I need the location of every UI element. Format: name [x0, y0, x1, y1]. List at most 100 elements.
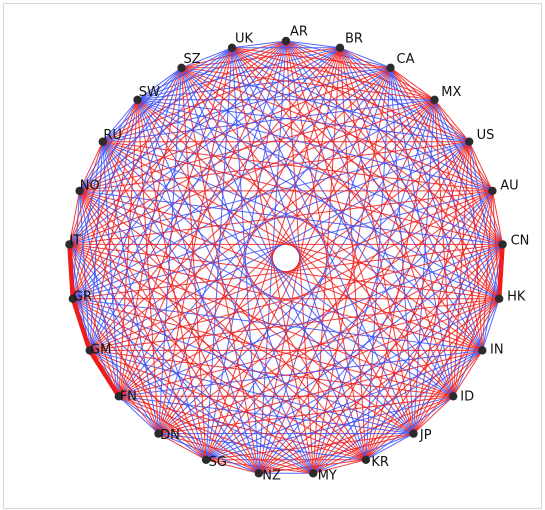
edge-ru-uk — [102, 47, 233, 143]
node-us[interactable] — [465, 137, 474, 146]
node-label-fn: FN — [120, 390, 137, 405]
node-ca[interactable] — [386, 63, 395, 72]
edge-fn-no — [79, 190, 120, 397]
edge-hk-in — [481, 298, 500, 351]
edge-my-it — [69, 244, 314, 474]
edge-no-ru — [79, 141, 104, 192]
node-jp[interactable] — [409, 429, 418, 438]
edge-gm-it — [68, 244, 91, 351]
edge-dn-sz — [158, 67, 182, 434]
edge-us-no — [79, 141, 470, 192]
node-nz[interactable] — [254, 469, 263, 478]
node-id[interactable] — [449, 392, 458, 401]
node-label-us: US — [477, 128, 495, 143]
edge-jp-gm — [89, 349, 414, 435]
node-it[interactable] — [65, 240, 74, 249]
edge-au-sz — [181, 67, 493, 192]
node-label-gr: GR — [73, 289, 92, 304]
edge-cn-uk — [231, 47, 503, 245]
edge-br-sz — [181, 47, 341, 69]
node-sw[interactable] — [133, 95, 142, 105]
edge-au-in — [481, 190, 493, 351]
edge-hk-kr — [365, 298, 500, 461]
node-sg[interactable] — [201, 455, 211, 464]
edge-kr-ru — [102, 141, 367, 461]
edge-dn-gm — [89, 350, 159, 434]
edge-sg-dn — [158, 433, 207, 461]
edge-mx-uk — [231, 47, 435, 101]
edge-in-sg — [205, 349, 483, 461]
node-hk[interactable] — [495, 294, 504, 303]
node-gr[interactable] — [68, 294, 78, 303]
node-label-cn: CN — [511, 234, 530, 249]
edge-it-ru — [68, 141, 104, 245]
edge-au-my — [312, 190, 493, 474]
edge-hk-nz — [258, 298, 500, 474]
node-cn[interactable] — [498, 240, 507, 249]
node-ar[interactable] — [281, 36, 291, 46]
edge-cn-fn — [118, 243, 503, 397]
node-gm[interactable] — [85, 346, 94, 355]
node-in[interactable] — [478, 346, 487, 355]
edge-gr-uk — [72, 47, 233, 299]
edge-ca-uk — [231, 47, 391, 69]
node-no[interactable] — [75, 186, 84, 196]
edge-br-hk — [339, 47, 500, 299]
node-sz[interactable] — [177, 63, 186, 72]
node-fn[interactable] — [114, 392, 124, 401]
edge-jp-uk — [231, 47, 414, 434]
edge-ar-ru — [102, 40, 287, 143]
edge-ar-us — [285, 40, 470, 143]
edge-gm-uk — [89, 47, 233, 351]
edge-it-sw — [68, 99, 138, 245]
edge-jp-kr — [365, 433, 414, 461]
strong-edge-it-gr — [67, 242, 76, 301]
edge-hk-sw — [137, 99, 500, 300]
node-uk[interactable] — [227, 43, 237, 52]
edge-dn-it — [68, 244, 159, 434]
node-label-kr: KR — [371, 455, 389, 470]
edge-in-gr — [72, 298, 483, 351]
edge-id-gr — [72, 298, 454, 397]
node-my[interactable] — [309, 469, 318, 478]
edge-kr-gr — [72, 298, 367, 461]
edge-dn-no — [79, 190, 159, 434]
edge-sw-sz — [137, 67, 182, 101]
node-label-sw: SW — [139, 85, 160, 100]
edge-no-sz — [79, 67, 182, 192]
node-label-my: MY — [318, 469, 337, 484]
edge-id-sz — [181, 67, 454, 397]
edge-fn-sz — [118, 67, 182, 397]
edge-fn-uk — [118, 47, 233, 397]
node-label-uk: UK — [235, 32, 254, 47]
edge-ar-mx — [285, 40, 435, 101]
node-mx[interactable] — [430, 95, 439, 105]
edge-us-sz — [181, 67, 470, 143]
edge-sg-sz — [181, 67, 207, 460]
edge-mx-gr — [72, 99, 435, 300]
node-ru[interactable] — [98, 137, 108, 146]
edge-mx-ru — [102, 99, 435, 143]
edge-br-cn — [339, 47, 503, 245]
node-label-au: AU — [500, 179, 518, 194]
edge-it-no — [68, 190, 81, 245]
edge-my-sw — [137, 99, 314, 474]
edge-us-jp — [413, 141, 470, 434]
edge-my-no — [79, 190, 314, 474]
node-au[interactable] — [488, 186, 497, 196]
edge-br-sw — [137, 47, 341, 101]
edge-mx-hk — [434, 99, 500, 299]
label-layer: AR BR CA MX US AU CN HK IN ID JP KR MY NZ SG DN FN GM GR IT… — [69, 25, 529, 484]
edge-it-uk — [69, 47, 233, 245]
node-br[interactable] — [335, 43, 345, 52]
edge-dn-uk — [158, 47, 233, 434]
edge-id-dn — [158, 395, 454, 435]
edge-no-uk — [79, 47, 233, 192]
edge-mx-cn — [434, 99, 504, 245]
edge-hk-sg — [205, 298, 500, 461]
node-dn[interactable] — [154, 429, 163, 438]
edge-my-fn — [118, 395, 314, 474]
node-label-sz: SZ — [184, 52, 201, 67]
node-kr[interactable] — [361, 455, 371, 464]
edge-ru-sz — [102, 67, 182, 143]
